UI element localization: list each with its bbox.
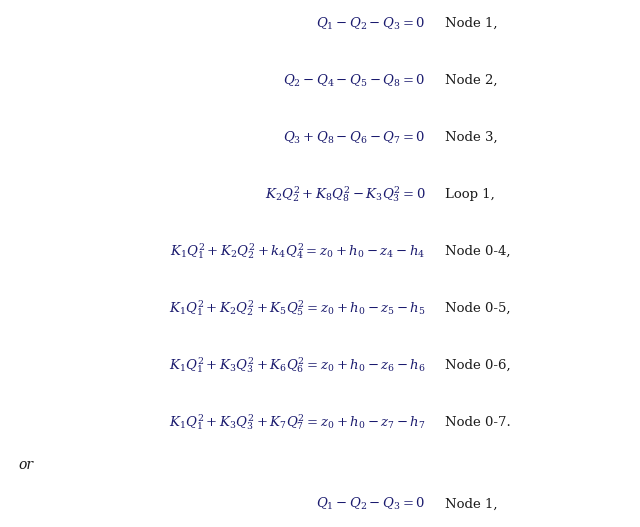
Text: Node 3,: Node 3, — [445, 131, 497, 144]
Text: $Q_1 - Q_2 - Q_3 = 0$: $Q_1 - Q_2 - Q_3 = 0$ — [316, 16, 426, 32]
Text: Node 2,: Node 2, — [445, 74, 497, 87]
Text: $Q_1 - Q_2 - Q_3 = 0$: $Q_1 - Q_2 - Q_3 = 0$ — [316, 496, 426, 512]
Text: Node 0-5,: Node 0-5, — [445, 302, 510, 315]
Text: Node 0-4,: Node 0-4, — [445, 245, 510, 258]
Text: $K_2Q_2^2 + K_8Q_8^2 - K_3Q_3^2 = 0$: $K_2Q_2^2 + K_8Q_8^2 - K_3Q_3^2 = 0$ — [265, 184, 426, 204]
Text: $K_1Q_1^2 + K_3Q_3^2 + K_7Q_7^2 = z_0 + h_0 - z_7 - h_7$: $K_1Q_1^2 + K_3Q_3^2 + K_7Q_7^2 = z_0 + … — [169, 412, 426, 432]
Text: $Q_2 - Q_4 - Q_5 - Q_8 = 0$: $Q_2 - Q_4 - Q_5 - Q_8 = 0$ — [283, 73, 426, 89]
Text: $K_1Q_1^2 + K_2Q_2^2 + k_4Q_4^2 = z_0 + h_0 - z_4 - h_4$: $K_1Q_1^2 + K_2Q_2^2 + k_4Q_4^2 = z_0 + … — [170, 241, 426, 261]
Text: Node 1,: Node 1, — [445, 17, 497, 30]
Text: or: or — [18, 458, 33, 472]
Text: $Q_3 + Q_8 - Q_6 - Q_7 = 0$: $Q_3 + Q_8 - Q_6 - Q_7 = 0$ — [283, 130, 426, 145]
Text: $K_1Q_1^2 + K_3Q_3^2 + K_6Q_6^2 = z_0 + h_0 - z_6 - h_6$: $K_1Q_1^2 + K_3Q_3^2 + K_6Q_6^2 = z_0 + … — [169, 355, 426, 375]
Text: Node 1,: Node 1, — [445, 498, 497, 511]
Text: Loop 1,: Loop 1, — [445, 188, 495, 201]
Text: Node 0-7.: Node 0-7. — [445, 416, 511, 428]
Text: $K_1Q_1^2 + K_2Q_2^2 + K_5Q_5^2 = z_0 + h_0 - z_5 - h_5$: $K_1Q_1^2 + K_2Q_2^2 + K_5Q_5^2 = z_0 + … — [169, 298, 426, 318]
Text: Node 0-6,: Node 0-6, — [445, 359, 511, 372]
